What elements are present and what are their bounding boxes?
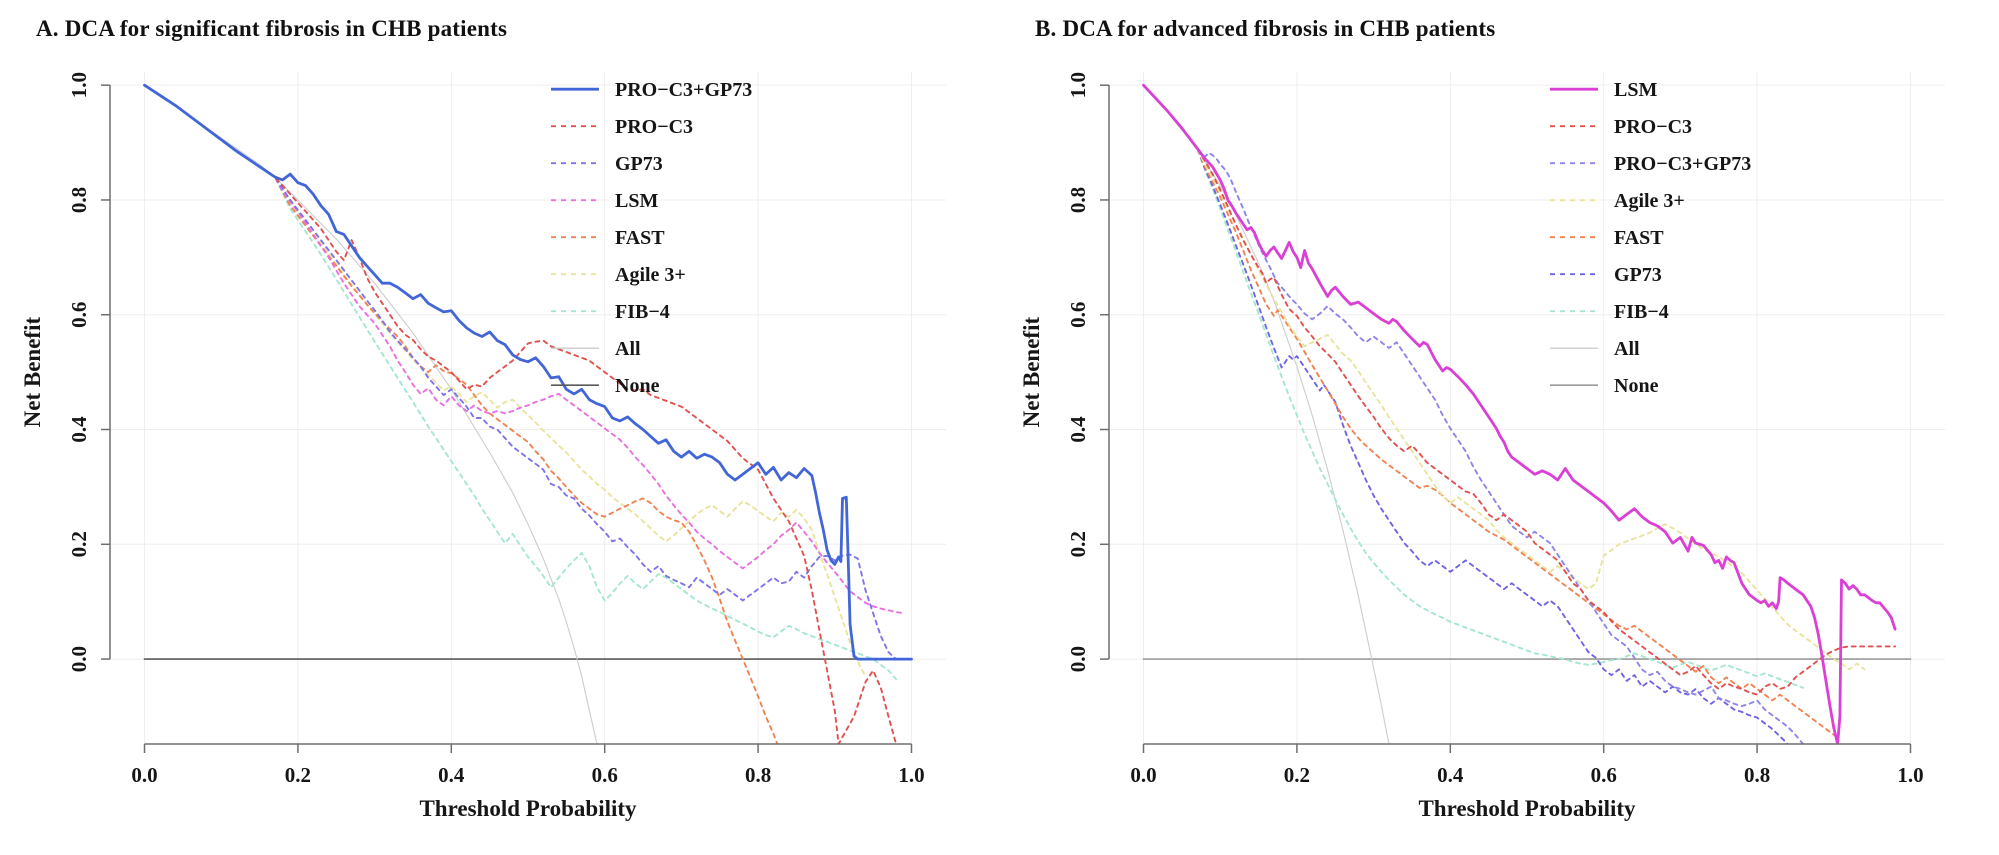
y-tick-label: 0.6 bbox=[67, 302, 91, 328]
x-tick-label: 0.4 bbox=[438, 763, 465, 787]
legend-item-gp73: GP73 bbox=[551, 153, 663, 175]
legend-item-pro-c3-gp73: PRO−C3+GP73 bbox=[1550, 153, 1751, 175]
x-tick-label: 0.8 bbox=[745, 763, 771, 787]
legend-label-lsm: LSM bbox=[1614, 79, 1657, 101]
legend-label-gp73: GP73 bbox=[1614, 264, 1662, 286]
legend-label-all: All bbox=[1614, 338, 1640, 360]
series-pro-c3-gp73 bbox=[1142, 84, 1805, 744]
series-pro-c3 bbox=[1142, 84, 1897, 696]
x-tick-label: 0.6 bbox=[592, 763, 618, 787]
y-tick-label: 0.2 bbox=[1066, 531, 1090, 557]
series-lsm bbox=[1142, 83, 1897, 744]
axes bbox=[1100, 84, 1912, 753]
x-tick-label: 1.0 bbox=[898, 763, 924, 787]
legend-label-gp73: GP73 bbox=[615, 153, 663, 175]
legend-item-fast: FAST bbox=[551, 227, 665, 249]
legend-label-lsm: LSM bbox=[615, 190, 658, 212]
series-gp73 bbox=[1142, 84, 1789, 744]
legend-item-fast: FAST bbox=[1550, 227, 1664, 249]
tick-labels: 0.0 0.2 0.4 0.6 0.8 1.0 0.0 0.2 0.4 0.6 0.8 1.0 bbox=[67, 72, 925, 787]
legend-item-fib-4: FIB−4 bbox=[1550, 301, 1669, 323]
legend-item-all: All bbox=[1550, 338, 1640, 360]
panel-b: B. DCA for advanced fibrosis in CHB pati… bbox=[999, 0, 1998, 855]
x-tick-label: 0.0 bbox=[1130, 763, 1156, 787]
panel-a-title: A. DCA for significant fibrosis in CHB p… bbox=[36, 16, 508, 41]
series-gp73 bbox=[143, 84, 913, 661]
axes bbox=[101, 84, 913, 753]
y-tick-label: 0.4 bbox=[67, 416, 91, 443]
series-fib-4 bbox=[1142, 84, 1805, 689]
legend: PRO−C3+GP73 PRO−C3 GP73 LSM FAST Agile 3+ FIB−… bbox=[551, 79, 752, 397]
x-tick-label: 0.2 bbox=[285, 763, 311, 787]
legend-label-pro-c3: PRO−C3 bbox=[615, 116, 693, 138]
legend-item-agile-3: Agile 3+ bbox=[551, 264, 686, 286]
legend-item-gp73: GP73 bbox=[1550, 264, 1662, 286]
legend-item-pro-c3-gp73: PRO−C3+GP73 bbox=[551, 79, 752, 101]
panel-b-title: B. DCA for advanced fibrosis in CHB pati… bbox=[1035, 16, 1496, 41]
series-agile-3 bbox=[1142, 84, 1866, 671]
legend-label-agile-3: Agile 3+ bbox=[1614, 190, 1685, 212]
series-lsm bbox=[143, 84, 905, 615]
legend-label-fast: FAST bbox=[1614, 227, 1664, 249]
series-fast bbox=[1142, 84, 1835, 736]
y-axis-title: Net Benefit bbox=[1019, 317, 1044, 428]
series-agile-3 bbox=[143, 84, 867, 678]
legend-label-none: None bbox=[1614, 375, 1659, 397]
x-axis-title: Threshold Probability bbox=[1418, 796, 1636, 821]
y-tick-label: 0.4 bbox=[1066, 416, 1090, 443]
legend-item-fib-4: FIB−4 bbox=[551, 301, 670, 323]
legend-item-none: None bbox=[1550, 375, 1659, 397]
series-pro-c3-gp73 bbox=[143, 83, 913, 661]
panel-a-chart: 0.0 0.2 0.4 0.6 0.8 1.0 0.0 0.2 0.4 0.6 0.8 1.0 Thre… bbox=[20, 72, 946, 821]
series-pro-c3 bbox=[143, 84, 898, 744]
legend-label-none: None bbox=[615, 375, 660, 397]
legend-label-pro-c3-gp73: PRO−C3+GP73 bbox=[615, 79, 752, 101]
grid bbox=[110, 72, 946, 744]
x-tick-label: 0.0 bbox=[131, 763, 157, 787]
y-tick-label: 0.8 bbox=[67, 187, 91, 213]
y-axis-title: Net Benefit bbox=[20, 317, 45, 428]
x-tick-label: 0.2 bbox=[1284, 763, 1310, 787]
panel-a: A. DCA for significant fibrosis in CHB p… bbox=[0, 0, 999, 855]
y-tick-label: 0.0 bbox=[1066, 646, 1090, 672]
y-tick-label: 0.0 bbox=[67, 646, 91, 672]
x-tick-label: 1.0 bbox=[1897, 763, 1923, 787]
y-tick-label: 0.2 bbox=[67, 531, 91, 557]
panel-b-chart: 0.0 0.2 0.4 0.6 0.8 1.0 0.0 0.2 0.4 0.6 0.8 1.0 Thre… bbox=[1019, 72, 1945, 821]
x-tick-label: 0.8 bbox=[1744, 763, 1770, 787]
grid bbox=[1109, 72, 1945, 744]
legend-label-fib-4: FIB−4 bbox=[1614, 301, 1669, 323]
legend-item-pro-c3: PRO−C3 bbox=[551, 116, 693, 138]
legend-item-agile-3: Agile 3+ bbox=[1550, 190, 1685, 212]
legend-label-agile-3: Agile 3+ bbox=[615, 264, 686, 286]
x-tick-label: 0.4 bbox=[1437, 763, 1464, 787]
legend-label-pro-c3: PRO−C3 bbox=[1614, 116, 1692, 138]
tick-labels: 0.0 0.2 0.4 0.6 0.8 1.0 0.0 0.2 0.4 0.6 0.8 1.0 bbox=[1066, 72, 1924, 787]
y-tick-label: 0.8 bbox=[1066, 187, 1090, 213]
y-tick-label: 1.0 bbox=[1066, 72, 1090, 98]
legend: LSM PRO−C3 PRO−C3+GP73 Agile 3+ FAST GP73 FIB−… bbox=[1550, 79, 1751, 397]
series-fib-4 bbox=[143, 84, 898, 681]
series-group bbox=[143, 83, 913, 744]
series-all bbox=[1142, 84, 1390, 744]
series-fast bbox=[143, 84, 779, 744]
legend-label-all: All bbox=[615, 338, 641, 360]
series-group bbox=[1142, 83, 1912, 744]
legend-label-fast: FAST bbox=[615, 227, 665, 249]
series-all bbox=[143, 84, 598, 744]
legend-label-pro-c3-gp73: PRO−C3+GP73 bbox=[1614, 153, 1751, 175]
legend-item-lsm: LSM bbox=[551, 190, 658, 212]
legend-label-fib-4: FIB−4 bbox=[615, 301, 670, 323]
y-tick-label: 1.0 bbox=[67, 72, 91, 98]
legend-item-all: All bbox=[551, 338, 641, 360]
x-tick-label: 0.6 bbox=[1591, 763, 1617, 787]
legend-item-none: None bbox=[551, 375, 660, 397]
legend-item-lsm: LSM bbox=[1550, 79, 1657, 101]
y-tick-label: 0.6 bbox=[1066, 302, 1090, 328]
legend-item-pro-c3: PRO−C3 bbox=[1550, 116, 1692, 138]
x-axis-title: Threshold Probability bbox=[419, 796, 637, 821]
